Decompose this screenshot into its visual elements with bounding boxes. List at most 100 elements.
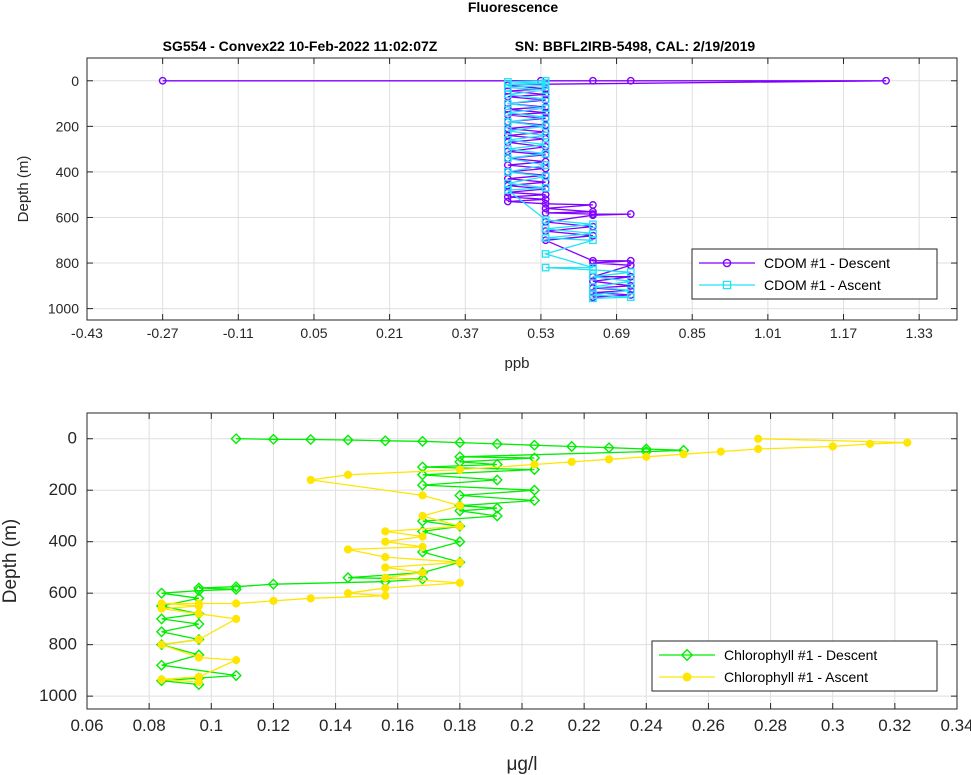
chl-series-descent [155,433,690,691]
cdom-data-point [589,220,597,229]
chl-data-point [267,578,280,590]
chl-data-point [381,527,390,536]
cdom-legend-entry: CDOM #1 - Descent [699,255,890,271]
chl-x-tick-label: 0.24 [630,716,663,735]
chl-x-tick-label: 0.28 [754,716,787,735]
chl-data-point [418,532,427,541]
chl-x-tick-label: 0.3 [821,716,845,735]
cdom-data-point [541,263,550,272]
cdom-data-point [503,117,512,126]
cdom-x-tick-label: 1.17 [830,325,857,341]
cdom-x-tick-label: 0.05 [300,325,327,341]
cdom-data-point [503,197,512,206]
cdom-data-point [541,76,550,85]
cdom-data-point [503,145,512,153]
chl-data-point [194,653,203,662]
chl-series-ascent [157,434,912,687]
chl-x-tick-label: 0.18 [443,716,476,735]
cdom-axes-box [86,57,958,321]
chl-series-line [161,438,908,683]
chl-data-point [230,583,242,595]
cdom-data-point [541,215,550,224]
cdom-data-point [541,184,550,192]
chl-data-point [193,618,205,630]
chl-data-point [418,568,427,577]
cdom-y-tick-label: 0 [71,73,79,89]
cdom-data-point [541,131,550,140]
cdom-data-point [541,140,550,149]
chl-grid [86,413,958,709]
chl-data-point [716,447,725,456]
chl-data-point [491,474,503,486]
cdom-data-point [626,272,635,281]
chl-data-point [603,442,615,454]
cdom-data-point [541,95,550,103]
chl-y-tick-label: 200 [49,480,77,499]
chl-legend: Chlorophyll #1 - Descent Chlorophyll #1 -… [651,640,938,692]
cdom-legend-label: CDOM #1 - Ascent [764,277,881,293]
cdom-legend-box [691,248,938,300]
chl-data-point [157,640,166,649]
chl-y-tick-label: 0 [68,429,77,448]
chl-data-point [267,433,280,445]
cdom-data-point [541,108,550,117]
chl-data-point [381,573,390,582]
chl-data-point [491,502,503,514]
cdom-legend-swatch-marker [722,280,732,290]
cdom-data-point [158,76,167,85]
chl-data-point [416,435,429,447]
chl-x-tick-label: 0.14 [319,716,352,735]
chl-data-point [305,433,317,446]
chl-data-point [604,455,614,464]
cdom-data-point [541,195,550,204]
chl-data-point [155,587,168,599]
cdom-x-tick-label: 0.21 [376,325,403,341]
cdom-x-tick-label: 1.33 [906,325,933,341]
chl-data-point [381,537,390,546]
chl-data-point [454,536,466,548]
chl-y-tick-label: 600 [49,583,77,602]
chl-data-point [194,599,203,608]
chl-data-point [306,475,315,485]
cdom-series-ascent [503,76,635,303]
cdom-data-point [626,286,635,295]
chl-data-point [230,581,242,593]
chl-data-point [754,444,763,454]
chl-data-point [454,436,466,449]
chl-x-tick-label: 0.26 [692,716,725,735]
chl-data-point [343,545,353,554]
cdom-data-point [541,122,550,131]
chl-data-point [455,558,464,567]
cdom-data-point [882,76,890,85]
cdom-x-tick-label: 1.01 [754,325,781,341]
chl-x-tick-label: 0.12 [257,716,290,735]
cdom-data-point [626,281,635,290]
cdom-data-point [589,263,597,272]
chl-data-point [418,542,427,551]
chl-data-point [306,594,315,603]
cdom-y-tick-label: 1000 [48,301,79,317]
chl-data-point [567,457,576,467]
chl-data-point [455,578,464,587]
cdom-y-tick-label: 200 [56,118,80,134]
cdom-x-tick-label: 0.69 [603,325,630,341]
chl-data-point [454,451,466,463]
cdom-x-tick-label: 0.53 [527,325,554,341]
chl-data-point [157,675,166,684]
cdom-series-line [506,80,631,300]
chl-data-point [865,439,875,448]
figure-subtitle-right: SN: BBFL2IRB-5498, CAL: 2/19/2019 [515,38,756,54]
chl-legend-swatch-marker [680,648,694,662]
cdom-data-point [503,108,512,117]
chl-data-point [342,434,354,446]
chl-y-tick-label: 400 [49,532,77,551]
cdom-data-point [541,104,550,112]
cdom-y-axis-label: Depth (m) [15,156,32,223]
cdom-data-point [503,179,512,188]
chl-x-tick-label: 0.2 [510,716,534,735]
cdom-data-point [626,256,635,265]
chl-data-point [157,599,166,608]
chl-data-point [194,672,203,681]
chl-data-point [454,505,466,517]
cdom-y-tick-label: 800 [56,255,80,271]
